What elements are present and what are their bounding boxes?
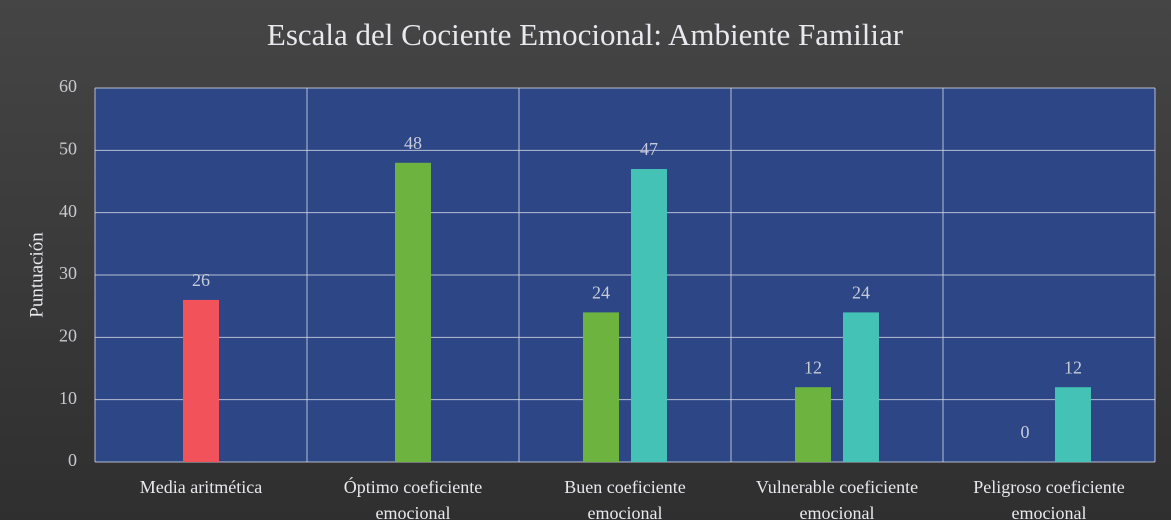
x-tick-label: Óptimo coeficiente emocional [344,476,482,520]
bar [843,312,879,462]
value-label: 48 [404,133,422,153]
value-label: 47 [640,139,658,159]
value-label: 24 [592,283,610,303]
chart-title: Escala del Cociente Emocional: Ambiente … [267,17,904,52]
x-tick-label: Media aritmética [140,477,262,497]
y-tick-label: 60 [59,76,77,96]
bar [795,387,831,462]
x-tick-label: Buen coeficiente emocional [564,477,685,520]
y-tick-label: 0 [68,450,77,470]
y-tick-label: 30 [59,263,77,283]
y-axis-label: Puntuación [26,232,47,318]
value-label: 12 [1064,357,1082,377]
bar [183,299,219,462]
y-tick-label: 10 [59,388,77,408]
bar [1055,387,1091,462]
bar [583,312,619,462]
y-tick-label: 40 [59,201,77,221]
value-label: 12 [804,357,822,377]
y-tick-label: 20 [59,325,77,345]
bar [631,169,667,463]
bar [395,162,431,463]
y-tick-label: 50 [59,138,77,158]
value-label: 24 [852,283,870,303]
x-tick-label: Vulnerable coeficiente emocional [756,477,918,520]
value-label: 0 [1021,422,1030,442]
value-label: 26 [192,270,210,290]
x-tick-label: Peligroso coeficiente emocional [973,477,1124,520]
